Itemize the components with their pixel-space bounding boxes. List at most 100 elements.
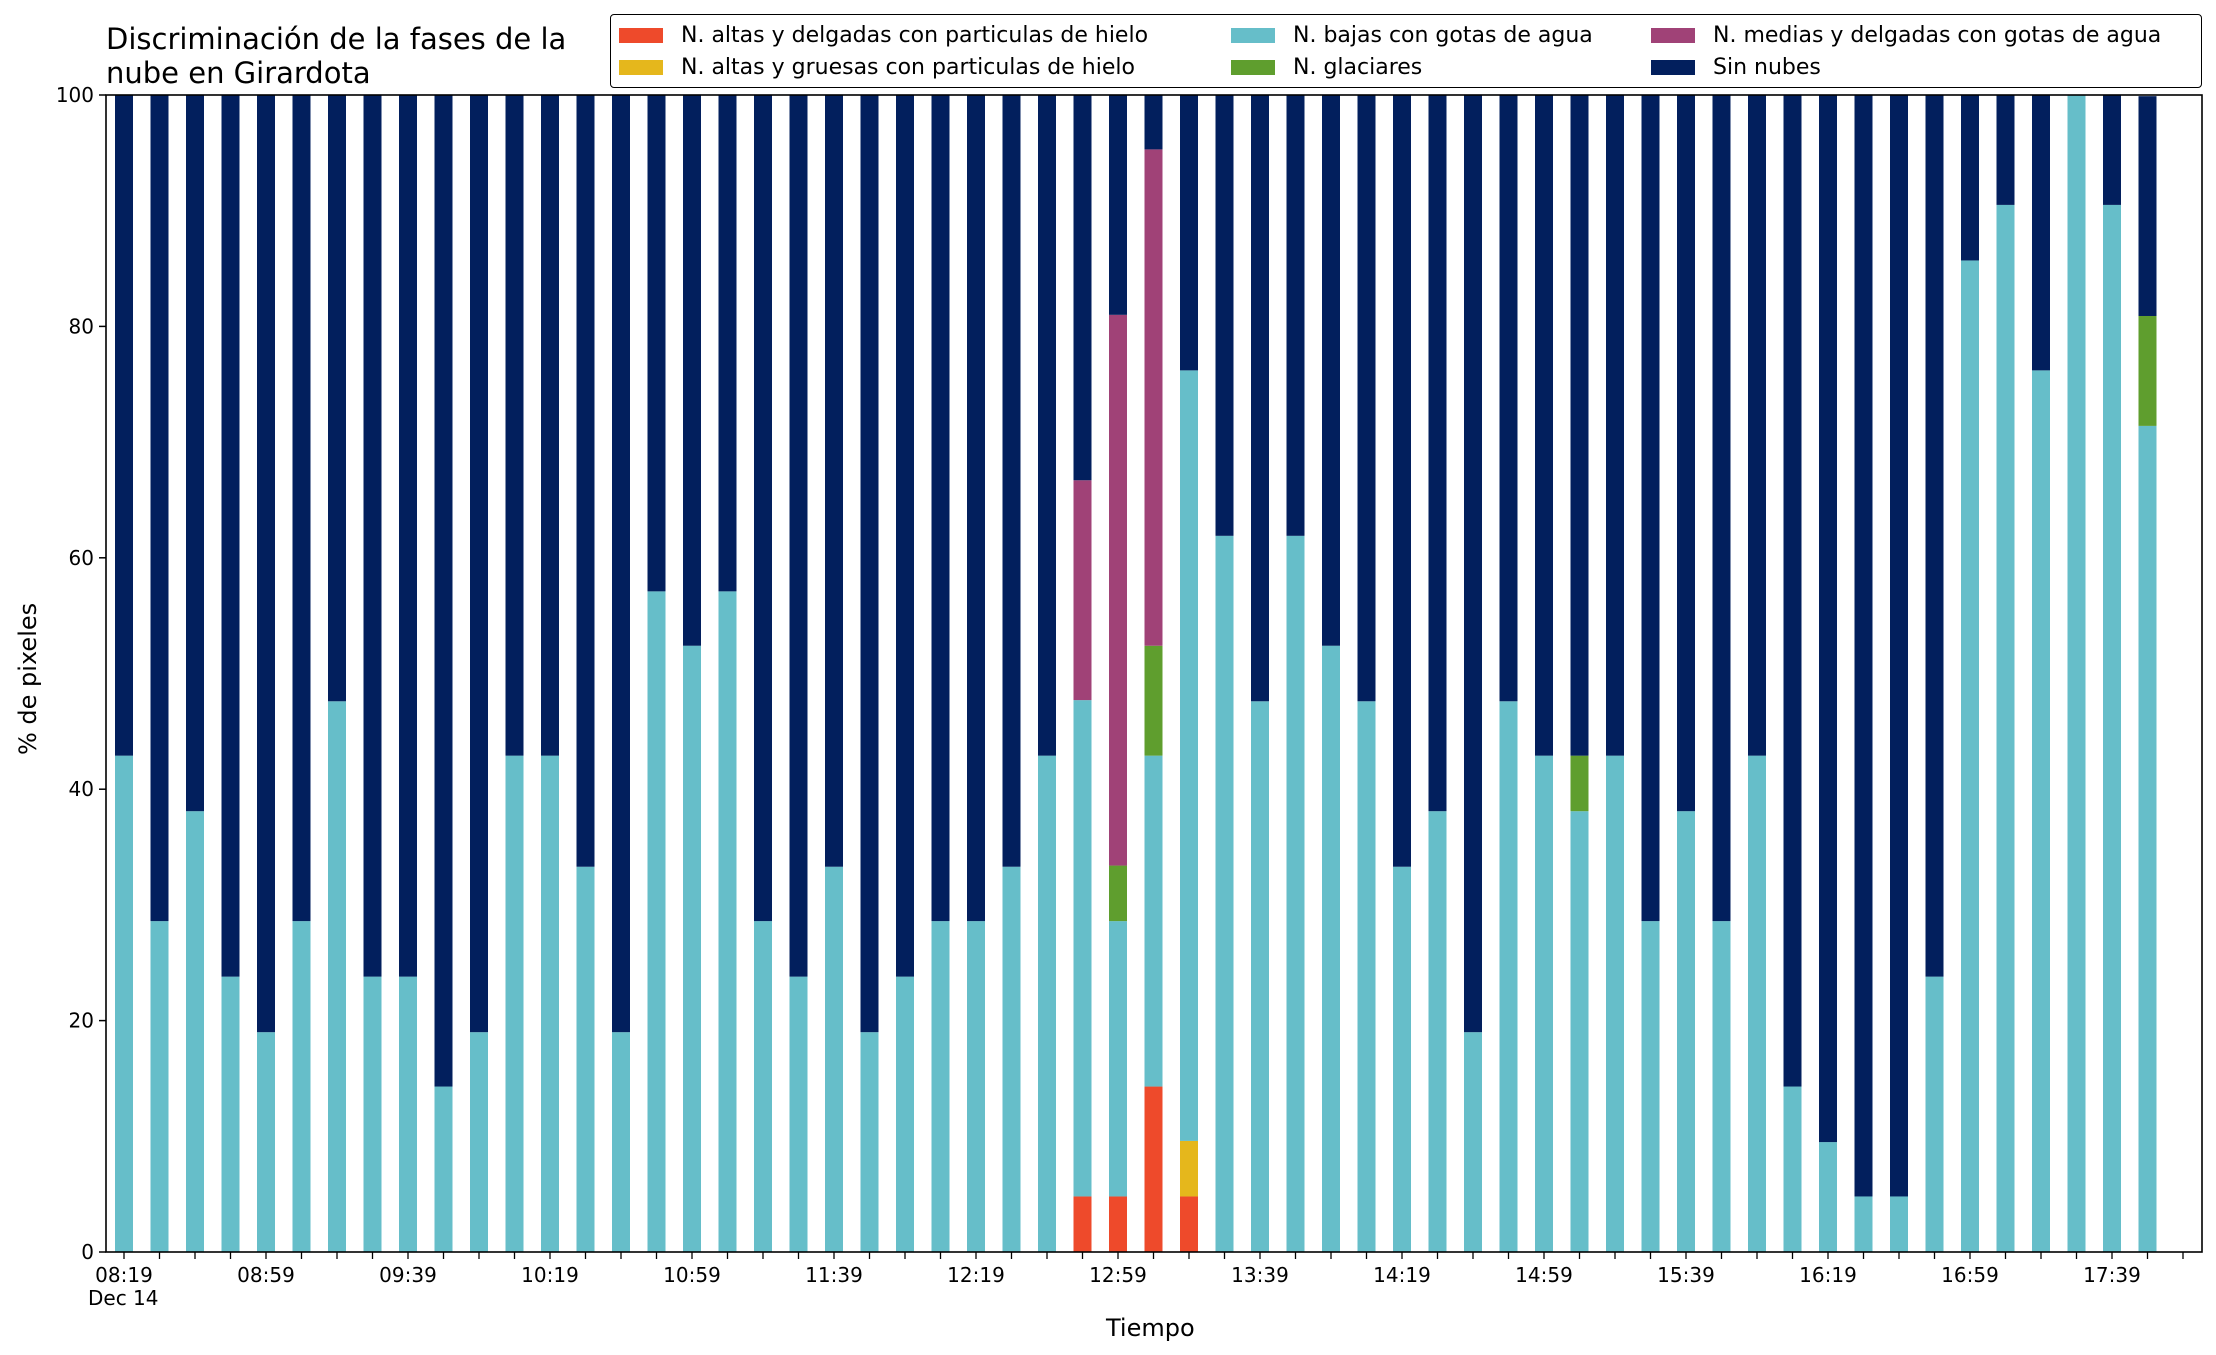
bar-1439-series-3 — [1464, 1032, 1482, 1252]
y-tick-label-60: 60 — [69, 546, 94, 570]
bar-1659-series-6 — [1961, 95, 1979, 261]
bar-1039-series-6 — [612, 95, 630, 1033]
bar-1149-series-3 — [860, 1032, 879, 1252]
legend-label-3: N. bajas con gotas de agua — [1293, 22, 1593, 48]
bar-1409-series-6 — [1357, 95, 1376, 702]
bar-1329-series-6 — [1215, 95, 1234, 536]
legend-swatch-6 — [1651, 59, 1695, 75]
legend-item-4: N. glaciares — [1231, 52, 1422, 82]
bar-1649-series-6 — [1925, 95, 1944, 977]
bar-1359-series-3 — [1322, 645, 1340, 1252]
bar-0849-series-3 — [221, 976, 240, 1252]
bar-1529-series-6 — [1641, 95, 1660, 922]
bar-1209-series-6 — [931, 95, 950, 922]
bar-1709-series-3 — [1996, 204, 2015, 1252]
bar-1349-series-6 — [1286, 95, 1305, 536]
x-tick-label-0859: 08:59 — [237, 1263, 295, 1287]
bar-1039-series-3 — [612, 1032, 630, 1252]
bar-1749-series-3 — [2138, 425, 2157, 1252]
legend-label-6: Sin nubes — [1713, 54, 1821, 80]
bar-1629-series-6 — [1854, 95, 1873, 1197]
y-tick-label-40: 40 — [69, 777, 94, 801]
bar-1719-series-3 — [2032, 370, 2050, 1252]
bar-1259-series-6 — [1109, 95, 1127, 315]
chart-title: Discriminación de la fases de la nube en … — [106, 22, 566, 90]
bar-1139-series-6 — [825, 95, 843, 867]
bar-1149-series-6 — [860, 95, 879, 1033]
x-axis-date-label: Dec 14 — [88, 1286, 159, 1310]
bar-1749-series-4 — [2138, 315, 2157, 426]
bar-1509-series-4 — [1570, 755, 1589, 812]
bar-1129-series-6 — [789, 95, 808, 977]
bar-1159-series-6 — [896, 95, 914, 977]
bar-1429-series-6 — [1428, 95, 1447, 812]
bar-1019-series-3 — [541, 755, 559, 1252]
bar-1409-series-3 — [1357, 701, 1376, 1252]
bar-1139-series-3 — [825, 866, 843, 1252]
legend-label-5: N. medias y delgadas con gotas de agua — [1713, 22, 2162, 48]
bar-1439-series-6 — [1464, 95, 1482, 1033]
x-tick-label-0819: 08:19 — [95, 1263, 153, 1287]
bar-1459-series-6 — [1535, 95, 1553, 756]
bar-1709-series-6 — [1996, 95, 2015, 205]
bar-1019-series-6 — [541, 95, 559, 756]
bar-0839-series-6 — [186, 95, 204, 812]
bar-1049-series-6 — [647, 95, 666, 592]
bar-1249-series-3 — [1073, 700, 1092, 1197]
y-tick-label-0: 0 — [81, 1240, 94, 1264]
legend-item-5: N. medias y delgadas con gotas de agua — [1651, 20, 2161, 50]
bar-1059-series-3 — [683, 645, 701, 1252]
y-tick-label-100: 100 — [56, 83, 94, 107]
bar-1119-series-6 — [754, 95, 772, 922]
x-tick-label-1659: 16:59 — [1941, 1263, 1999, 1287]
bar-1559-series-3 — [1748, 755, 1766, 1252]
x-tick-label-1539: 15:39 — [1657, 1263, 1715, 1287]
bar-1249-series-6 — [1073, 95, 1092, 481]
y-tick-label-20: 20 — [69, 1009, 94, 1033]
bar-1329-series-3 — [1215, 535, 1234, 1252]
bar-0859-series-3 — [257, 1032, 275, 1252]
bar-1009-series-3 — [505, 755, 524, 1252]
y-axis-label: % de pixeles — [14, 602, 42, 755]
bar-1109-series-6 — [718, 95, 737, 592]
bar-1109-series-3 — [718, 591, 737, 1252]
bar-0819-series-3 — [115, 755, 133, 1252]
legend-swatch-5 — [1651, 27, 1695, 43]
bar-1339-series-3 — [1251, 701, 1269, 1252]
x-tick-label-1339: 13:39 — [1231, 1263, 1289, 1287]
bar-1129-series-3 — [789, 976, 808, 1252]
bar-1259-series-4 — [1109, 865, 1127, 922]
bar-1359-series-6 — [1322, 95, 1340, 646]
bar-1529-series-3 — [1641, 921, 1660, 1252]
bar-1319-series-1 — [1180, 1196, 1198, 1252]
bar-1259-series-5 — [1109, 314, 1127, 866]
bar-0859-series-6 — [257, 95, 275, 1033]
legend-item-2: N. altas y gruesas con particulas de hie… — [619, 52, 1135, 82]
legend-swatch-4 — [1231, 59, 1275, 75]
bar-1449-series-3 — [1499, 701, 1518, 1252]
bar-1509-series-3 — [1570, 811, 1589, 1252]
legend-swatch-2 — [619, 59, 663, 75]
x-tick-label-0939: 09:39 — [379, 1263, 437, 1287]
bar-1239-series-3 — [1038, 755, 1056, 1252]
bar-1319-series-2 — [1180, 1140, 1198, 1197]
bar-1649-series-3 — [1925, 976, 1944, 1252]
bar-1259-series-1 — [1109, 1196, 1127, 1252]
bar-1309-series-4 — [1144, 645, 1163, 756]
bar-0909-series-3 — [292, 921, 311, 1252]
bar-1229-series-6 — [1002, 95, 1021, 867]
bar-1519-series-6 — [1606, 95, 1624, 756]
legend: N. altas y delgadas con particulas de hi… — [610, 14, 2202, 88]
bar-1319-series-3 — [1180, 370, 1198, 1141]
bar-1619-series-3 — [1819, 1142, 1837, 1252]
x-tick-label-1219: 12:19 — [947, 1263, 1005, 1287]
bar-0829-series-3 — [150, 921, 169, 1252]
bar-1539-series-3 — [1677, 811, 1695, 1252]
bar-1639-series-3 — [1890, 1196, 1908, 1252]
bar-1609-series-3 — [1783, 1086, 1802, 1252]
legend-label-1: N. altas y delgadas con particulas de hi… — [681, 22, 1149, 48]
bar-0949-series-3 — [434, 1086, 453, 1252]
bar-1219-series-6 — [967, 95, 985, 922]
bar-1509-series-6 — [1570, 95, 1589, 756]
